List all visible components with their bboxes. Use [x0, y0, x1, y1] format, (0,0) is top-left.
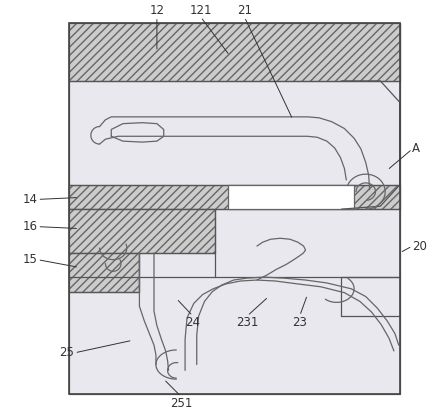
Text: 12: 12 [149, 4, 164, 17]
Text: 20: 20 [412, 240, 427, 252]
Bar [70, 253, 140, 292]
Text: 15: 15 [23, 253, 37, 266]
Text: 14: 14 [23, 193, 37, 206]
Text: 23: 23 [292, 316, 307, 329]
Bar [70, 23, 400, 394]
Text: 251: 251 [170, 396, 192, 410]
Text: 21: 21 [237, 4, 252, 17]
Text: 121: 121 [189, 4, 212, 17]
Bar [70, 209, 215, 253]
Text: A: A [412, 142, 420, 155]
Text: 25: 25 [59, 347, 74, 359]
Text: 24: 24 [185, 316, 200, 329]
Text: 231: 231 [236, 316, 258, 329]
Bar [70, 23, 400, 394]
Text: 16: 16 [23, 220, 37, 233]
Bar [228, 185, 354, 209]
Bar [70, 23, 400, 81]
Bar [70, 185, 400, 209]
